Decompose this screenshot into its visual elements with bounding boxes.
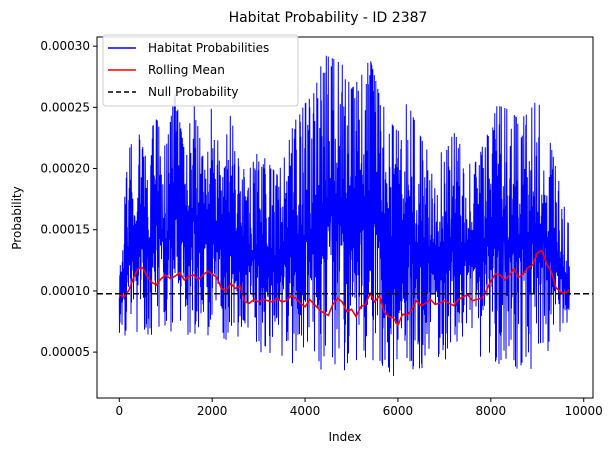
x-tick-label: 10000: [565, 404, 603, 418]
y-tick-label: 0.00025: [40, 100, 90, 114]
plot-frame: [96, 36, 594, 399]
x-tick-label: 6000: [383, 404, 414, 418]
y-axis-label: Probability: [10, 186, 24, 249]
chart-title: Habitat Probability - ID 2387: [229, 10, 428, 26]
habitat-probabilities-line: [118, 55, 570, 377]
legend-label-null-probability: Null Probability: [148, 85, 239, 99]
x-tick-label: 0: [115, 404, 123, 418]
legend-frame: [102, 34, 299, 107]
habitat-probabilities-series: [118, 55, 570, 377]
x-axis-label: Index: [328, 430, 361, 444]
y-tick-label: 0.00015: [40, 223, 90, 237]
legend: Habitat Probabilities Rolling Mean Null …: [102, 34, 299, 107]
rolling-mean-line: [118, 249, 571, 327]
y-tick-label: 0.00030: [40, 39, 90, 53]
x-tick-label: 2000: [197, 404, 228, 418]
legend-label-rolling-mean: Rolling Mean: [148, 63, 225, 77]
y-tick-label: 0.00010: [40, 284, 90, 298]
y-axis: 0.00005 0.00010 0.00015 0.00020 0.00025 0.000…: [40, 39, 97, 359]
legend-label-habitat-probabilities: Habitat Probabilities: [148, 41, 269, 55]
plot-area: [96, 36, 594, 399]
x-tick-label: 8000: [476, 404, 507, 418]
y-tick-label: 0.00005: [40, 345, 90, 359]
x-tick-label: 4000: [290, 404, 321, 418]
x-axis: 0 2000 4000 6000 8000 10000: [115, 398, 603, 418]
rolling-mean-series: [118, 249, 571, 327]
y-tick-label: 0.00020: [40, 162, 90, 176]
